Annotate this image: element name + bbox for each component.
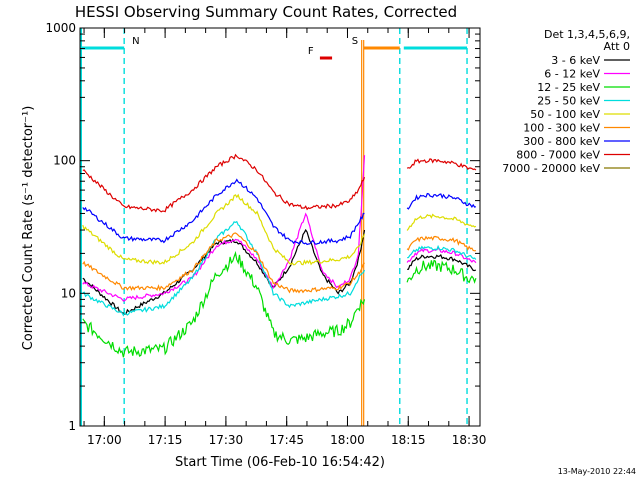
series-line — [406, 213, 477, 231]
plot-frame — [79, 27, 481, 427]
x-tick-label: 18:15 — [391, 433, 426, 447]
legend-entry-label: 300 - 800 keV — [523, 135, 600, 148]
legend-entry-label: 25 - 50 keV — [537, 95, 600, 108]
flag-label: S — [352, 36, 358, 47]
y-tick-label: 1 — [68, 419, 76, 433]
chart-title: HESSI Observing Summary Count Rates, Cor… — [75, 3, 457, 21]
y-axis-title: Corrected Count Rate (s⁻¹ detector⁻¹) — [21, 106, 36, 351]
series-line — [82, 178, 365, 246]
flag-label: N — [132, 36, 139, 47]
series-line — [407, 254, 477, 272]
legend-entry-label: 100 - 300 keV — [523, 122, 600, 135]
series-line — [406, 248, 477, 264]
x-tick-label: 17:45 — [269, 433, 304, 447]
x-tick-label: 17:30 — [209, 433, 244, 447]
legend-entry-label: 12 - 25 keV — [537, 81, 600, 94]
series-line — [407, 244, 477, 260]
legend-header: Att 0 — [604, 40, 630, 53]
series-lines — [82, 153, 477, 358]
x-tick-label: 18:30 — [452, 433, 487, 447]
legend-entry-label: 3 - 6 keV — [551, 54, 600, 67]
legend-entry-label: 800 - 7000 keV — [516, 149, 600, 162]
observing-flags: NFS — [80, 28, 468, 426]
legend-entry-label: 7000 - 20000 keV — [502, 162, 600, 175]
legend-header: Det 1,3,4,5,6,9, — [544, 28, 630, 41]
y-tick-label: 100 — [53, 154, 76, 168]
series-line — [406, 259, 477, 284]
legend-entry-label: 6 - 12 keV — [544, 68, 600, 81]
series-line — [406, 192, 477, 210]
x-tick-label: 17:15 — [148, 433, 183, 447]
legend-entry-label: 50 - 100 keV — [530, 108, 600, 121]
flag-label: F — [308, 46, 314, 57]
x-tick-label: 17:00 — [87, 433, 122, 447]
series-line — [82, 193, 366, 266]
series-line — [406, 158, 477, 171]
series-line — [406, 235, 476, 252]
series-line — [82, 232, 365, 294]
x-axis-title: Start Time (06-Feb-10 16:54:42) — [175, 455, 385, 470]
y-tick-label: 1000 — [45, 21, 76, 35]
series-line — [82, 153, 366, 213]
axes: 1 10 100 1000 17:00 17:15 17:30 17:45 18:00 18:15… — [45, 21, 486, 447]
y-tick-label: 10 — [61, 286, 76, 300]
series-line — [82, 220, 366, 317]
x-tick-label: 18:00 — [330, 433, 365, 447]
series-line — [82, 155, 366, 302]
footer-timestamp: 13-May-2010 22:44 — [558, 467, 636, 476]
series-line — [82, 250, 366, 358]
